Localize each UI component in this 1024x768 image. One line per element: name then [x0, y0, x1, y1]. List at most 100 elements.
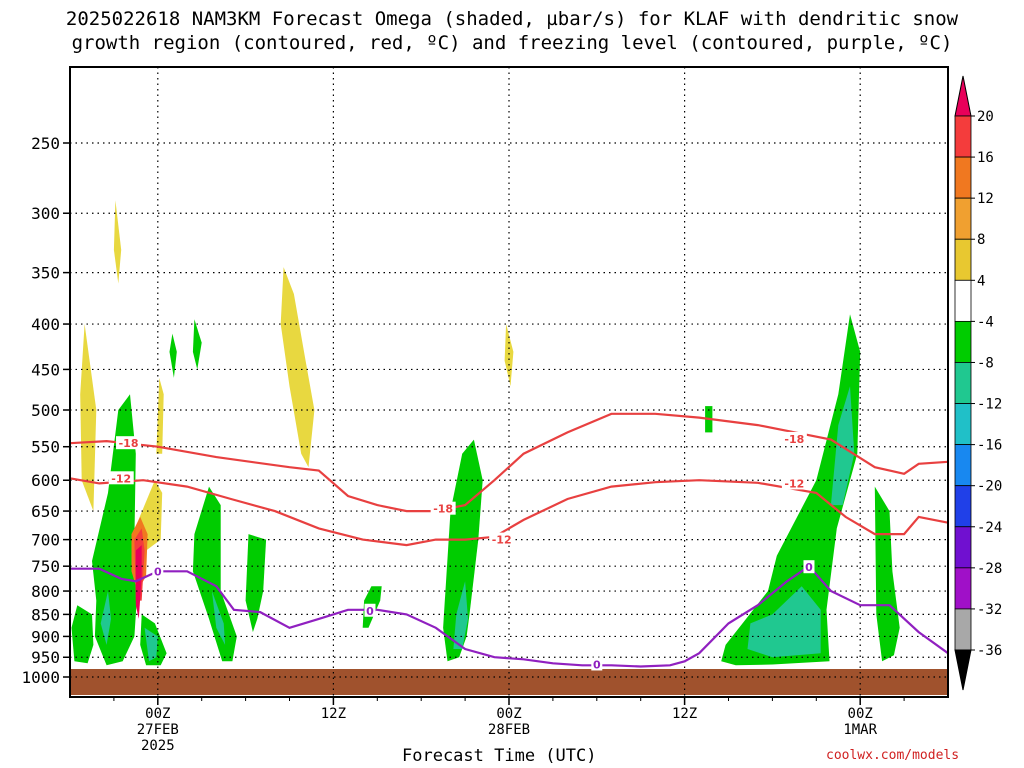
- omega-shade-15: [721, 314, 861, 666]
- y-tick-label-1000: 1000: [21, 668, 60, 687]
- axis-layer: 250 300 350 400 450 500 550 600 650 700 750 800 850 9…: [21, 66, 949, 754]
- colorbar-label-7: -12: [977, 397, 1002, 413]
- omega-shade-14: [443, 439, 483, 662]
- colorbar-label-11: -28: [977, 561, 1002, 577]
- credit-link[interactable]: coolwx.com/models: [826, 748, 960, 763]
- colorbar-label-5: -4: [977, 314, 994, 330]
- colorbar-seg-2: [954, 197, 972, 240]
- x-tick-label-6-0: 00Z: [145, 706, 170, 722]
- omega-shade-9: [192, 486, 237, 662]
- x-tick-label-6-1: 27FEB: [137, 722, 179, 738]
- chart-title-line2: growth region (contoured, red, ºC) and f…: [71, 32, 953, 54]
- contour-label-1-1: -12: [492, 534, 512, 547]
- contour-label-1-0: -12: [111, 472, 131, 485]
- colorbar-label-9: -20: [977, 479, 1002, 495]
- y-tick-label-550: 550: [31, 438, 60, 457]
- colorbar-seg-12: [954, 608, 972, 651]
- contour-label-0-0: -18: [119, 437, 139, 450]
- y-tick-label-600: 600: [31, 471, 60, 490]
- contour-label-bg-0-1: [430, 501, 456, 515]
- x-tick-label-42-0: 12Z: [672, 706, 697, 722]
- contour-0-2: [70, 564, 949, 668]
- omega-shade-16: [874, 486, 900, 662]
- y-tick-label-350: 350: [31, 264, 60, 283]
- omega-shade-23: [100, 591, 111, 645]
- contour--18-0: [69, 412, 949, 513]
- colorbar-label-10: -24: [977, 520, 1002, 536]
- contour-label-2-3: 0: [805, 561, 813, 574]
- x-axis-label: Forecast Time (UTC): [402, 746, 597, 766]
- contour-label-bg-1-0: [108, 471, 134, 485]
- contour-label-bg-2-0: [152, 564, 164, 578]
- colorbar: 20 16 12 8 4 -4 -8 -12 -16 -20 -24 -28 -32 -36: [954, 75, 1002, 691]
- omega-shade-22: [830, 386, 855, 506]
- contour-label-2-2: 0: [593, 658, 601, 671]
- omega-shading-layer: [71, 200, 900, 666]
- y-tick-label-950: 950: [31, 648, 60, 667]
- colorbar-seg-9: [954, 485, 972, 528]
- x-tick-label-18-0: 12Z: [321, 706, 346, 722]
- contour-label-2-1: 0: [366, 605, 374, 618]
- colorbar-seg-11: [954, 567, 972, 610]
- y-tick-label-650: 650: [31, 502, 60, 521]
- contour-label-2-0: 0: [154, 565, 162, 578]
- contour-label-1-2: -12: [784, 477, 804, 490]
- colorbar-label-13: -36: [977, 643, 1002, 659]
- omega-shade-20: [453, 581, 468, 649]
- colorbar-seg-1: [954, 156, 972, 199]
- y-tick-label-700: 700: [31, 531, 60, 550]
- contour-label-bg-1-2: [781, 476, 807, 490]
- colorbar-label-0: 20: [977, 109, 994, 125]
- y-tick-label-900: 900: [31, 627, 60, 646]
- contour-label-bg-0-0: [116, 436, 142, 450]
- colorbar-label-12: -32: [977, 602, 1002, 618]
- colorbar-top-arrow: [954, 75, 972, 117]
- omega-shade-12: [192, 319, 202, 370]
- omega-shade-11: [169, 333, 177, 378]
- y-tick-label-450: 450: [31, 360, 60, 379]
- colorbar-label-6: -8: [977, 355, 994, 371]
- contour-label-bg-2-3: [803, 560, 815, 574]
- colorbar-seg-6: [954, 362, 972, 404]
- contour-label-bg-2-1: [364, 603, 376, 617]
- omega-shade-21: [747, 586, 821, 658]
- omega-shade-3: [156, 377, 164, 454]
- colorbar-bottom-arrow: [954, 649, 972, 691]
- colorbar-seg-8: [954, 444, 972, 487]
- omega-shade-19: [211, 591, 226, 645]
- omega-shade-5: [504, 324, 514, 387]
- contour-label-0-1: -18: [433, 503, 453, 516]
- omega-shade-1: [113, 200, 122, 284]
- colorbar-label-1: 16: [977, 150, 994, 166]
- x-tick-label-6-2: 2025: [141, 738, 175, 754]
- y-tick-label-500: 500: [31, 401, 60, 420]
- colorbar-seg-5: [954, 320, 972, 363]
- grid-layer: [70, 67, 948, 697]
- contour-label-bg-1-1: [489, 532, 515, 546]
- colorbar-label-8: -16: [977, 438, 1002, 454]
- y-tick-label-300: 300: [31, 204, 60, 223]
- colorbar-seg-3: [954, 238, 972, 281]
- omega-shade-10: [245, 534, 267, 633]
- y-tick-label-750: 750: [31, 557, 60, 576]
- colorbar-seg-7: [954, 403, 972, 446]
- omega-shade-0: [80, 324, 97, 512]
- x-tick-label-54-0: 00Z: [848, 706, 873, 722]
- contour-label-bg-0-2: [781, 431, 807, 445]
- colorbar-seg-4: [954, 279, 972, 322]
- y-tick-label-250: 250: [31, 134, 60, 153]
- colorbar-seg-0: [954, 115, 972, 158]
- x-tick-label-54-1: 1MAR: [843, 722, 877, 738]
- x-tick-label-30-1: 28FEB: [488, 722, 530, 738]
- omega-shade-6: [71, 605, 94, 664]
- contour-layer: -18 -18 -18 -12 -12 -12 0 0 0 0: [69, 412, 949, 671]
- contour-label-0-2: -18: [784, 433, 804, 446]
- y-tick-label-400: 400: [31, 315, 60, 334]
- contour--12-1: [69, 477, 949, 547]
- colorbar-label-3: 8: [977, 232, 985, 248]
- y-tick-label-800: 800: [31, 582, 60, 601]
- omega-shade-26: [135, 545, 142, 619]
- omega-shade-4: [280, 267, 315, 468]
- omega-shade-7: [92, 394, 138, 666]
